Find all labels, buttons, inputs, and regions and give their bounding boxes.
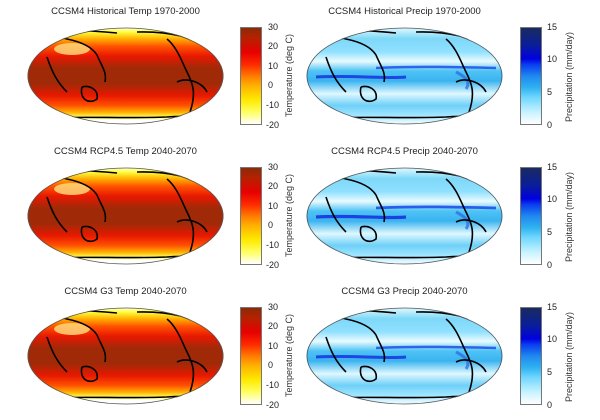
- world-map-icon: [306, 27, 503, 125]
- colorbar-label: Precipitation (mm/day): [564, 31, 574, 122]
- temperature-colorbar: [240, 27, 262, 125]
- panel-title: CCSM4 G3 Temp 2040-2070: [64, 286, 187, 297]
- precipitation-colorbar: [520, 27, 542, 125]
- precip-panel-rcp45: CCSM4 RCP4.5 Precip 2040-2070 15 10 5 0 …: [279, 140, 579, 280]
- tick-label: 10: [268, 341, 279, 351]
- precipitation-map: [306, 307, 503, 405]
- temp-panel-g3: CCSM4 G3 Temp 2040-2070 30 20 10 0 -10 -…: [0, 280, 300, 420]
- panel-title: CCSM4 Historical Temp 1970-2000: [51, 6, 200, 17]
- tick-label: 15: [547, 162, 558, 172]
- precipitation-colorbar: [520, 167, 542, 265]
- precipitation-map: [306, 167, 503, 265]
- tick-label: 0: [547, 260, 553, 270]
- temperature-colorbar: [240, 167, 262, 265]
- tick-label: -20: [266, 260, 280, 270]
- temp-panel-rcp45: CCSM4 RCP4.5 Temp 2040-2070 30 20 10 0 -…: [0, 140, 300, 280]
- tick-label: 10: [547, 54, 558, 64]
- tick-label: 5: [547, 227, 553, 237]
- tick-label: 20: [268, 41, 279, 51]
- precipitation-colorbar: [520, 307, 542, 405]
- world-map-icon: [27, 307, 224, 405]
- tick-label: 0: [268, 360, 274, 370]
- tick-label: 30: [268, 22, 279, 32]
- tick-label: 20: [268, 181, 279, 191]
- colorbar-label: Precipitation (mm/day): [564, 311, 574, 402]
- world-map-icon: [306, 307, 503, 405]
- panel-title: CCSM4 RCP4.5 Temp 2040-2070: [54, 146, 197, 157]
- tick-label: -20: [266, 120, 280, 130]
- panel-title: CCSM4 RCP4.5 Precip 2040-2070: [331, 146, 478, 157]
- tick-label: 30: [268, 302, 279, 312]
- tick-label: 5: [547, 87, 553, 97]
- temperature-colorbar: [240, 307, 262, 405]
- tick-label: 10: [547, 334, 558, 344]
- tick-label: 10: [547, 194, 558, 204]
- tick-label: -20: [266, 400, 280, 410]
- precipitation-map: [306, 27, 503, 125]
- world-map-icon: [27, 27, 224, 125]
- tick-label: 0: [547, 120, 553, 130]
- panel-title: CCSM4 G3 Precip 2040-2070: [341, 286, 468, 297]
- tick-label: -10: [266, 240, 280, 250]
- temp-panel-historical: CCSM4 Historical Temp 1970-2000 30 20 10…: [0, 0, 300, 140]
- tick-label: 0: [547, 400, 553, 410]
- tick-label: 20: [268, 321, 279, 331]
- temperature-map: [27, 27, 224, 125]
- tick-label: 30: [268, 162, 279, 172]
- precip-panel-historical: CCSM4 Historical Precip 1970-2000 15 10 …: [279, 0, 579, 140]
- tick-label: 15: [547, 302, 558, 312]
- world-map-icon: [27, 167, 224, 265]
- colorbar-label: Precipitation (mm/day): [564, 171, 574, 262]
- temperature-map: [27, 167, 224, 265]
- tick-label: 0: [268, 80, 274, 90]
- temperature-map: [27, 307, 224, 405]
- tick-label: -10: [266, 100, 280, 110]
- tick-label: 5: [547, 367, 553, 377]
- tick-label: -10: [266, 380, 280, 390]
- tick-label: 15: [547, 22, 558, 32]
- tick-label: 10: [268, 61, 279, 71]
- tick-label: 10: [268, 201, 279, 211]
- tick-label: 0: [268, 220, 274, 230]
- precip-panel-g3: CCSM4 G3 Precip 2040-2070 15 10 5 0 Prec…: [279, 280, 579, 420]
- world-map-icon: [306, 167, 503, 265]
- panel-title: CCSM4 Historical Precip 1970-2000: [328, 6, 481, 17]
